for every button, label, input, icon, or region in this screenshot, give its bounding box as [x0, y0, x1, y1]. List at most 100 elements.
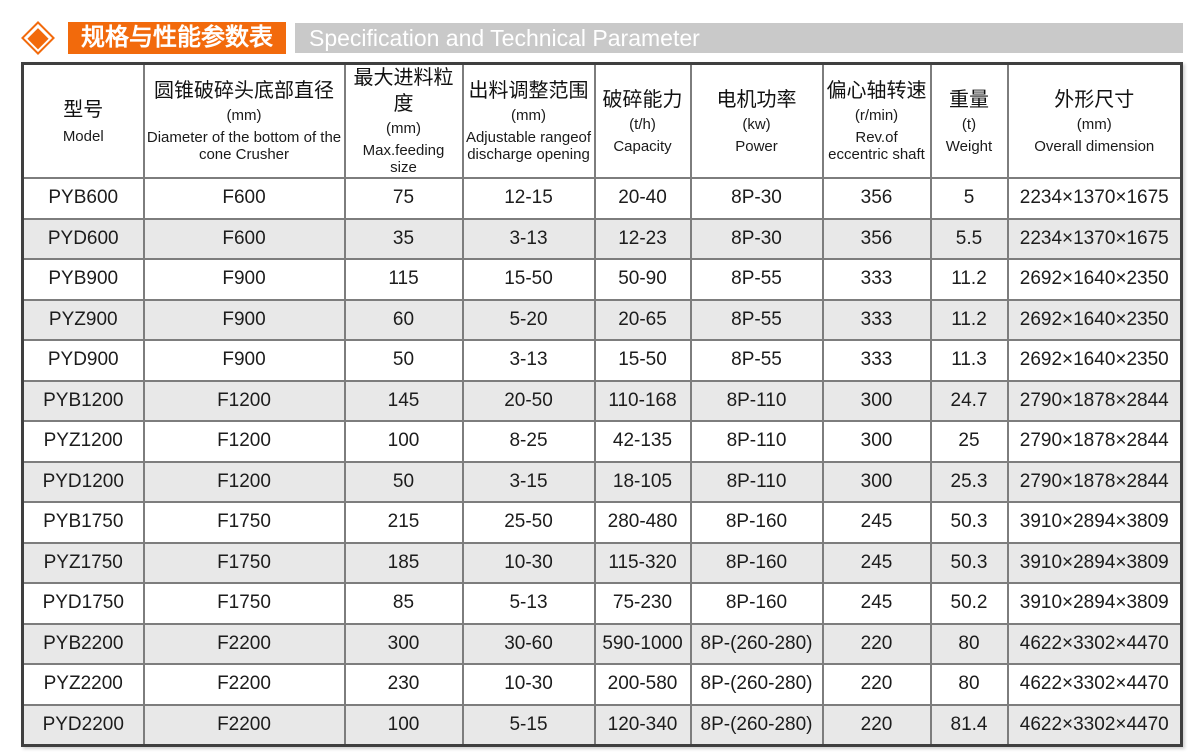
value-cell: 8P-160 [689, 582, 824, 625]
value-cell: 3910×2894×3809 [1006, 501, 1183, 544]
column-header-power: 电机功率 (kw) Power [689, 62, 824, 180]
value-cell: 2790×1878×2844 [1006, 460, 1183, 504]
header-row: 型号 Model 圆锥破碎头底部直径 (mm) Diameter of the bott… [21, 62, 1183, 180]
value-cell: 85 [343, 582, 464, 625]
value-cell: F1200 [142, 379, 346, 423]
column-title-en: Overall dimension [1034, 137, 1155, 155]
model-cell: PYD900 [21, 339, 145, 382]
column-title-zh: 圆锥破碎头底部直径 [154, 80, 334, 102]
value-cell: 5.5 [929, 217, 1009, 261]
table-row: PYB2200 F2200 300 30-60 590-1000 8P-(260-280)… [21, 622, 1183, 666]
value-cell: 2790×1878×2844 [1006, 420, 1183, 463]
value-cell: 8P-55 [689, 339, 824, 382]
value-cell: 2692×1640×2350 [1006, 258, 1183, 301]
value-cell: F2200 [142, 703, 346, 747]
value-cell: 8P-30 [689, 177, 824, 220]
table-row: PYD2200 F2200 100 5-15 120-340 8P-(260-280) 22… [21, 703, 1183, 747]
value-cell: 2790×1878×2844 [1006, 379, 1183, 423]
value-cell: F900 [142, 298, 346, 342]
value-cell: 8P-55 [689, 258, 824, 301]
column-unit: (mm) [386, 120, 421, 137]
column-unit: (mm) [1076, 115, 1112, 133]
value-cell: 10-30 [461, 541, 596, 585]
value-cell: 4622×3302×4470 [1006, 622, 1183, 666]
table-row: PYZ1200 F1200 100 8-25 42-135 8P-110 300 25 2790… [21, 420, 1183, 463]
value-cell: 185 [343, 541, 464, 585]
column-unit: (r/min) [854, 107, 899, 124]
value-cell: 8P-55 [689, 298, 824, 342]
value-cell: F600 [142, 217, 346, 261]
value-cell: 20-50 [461, 379, 596, 423]
value-cell: 12-15 [461, 177, 596, 220]
value-cell: 5 [929, 177, 1009, 220]
value-cell: 3910×2894×3809 [1006, 582, 1183, 625]
value-cell: 110-168 [593, 379, 692, 423]
model-cell: PYD600 [21, 217, 145, 261]
value-cell: 50.3 [929, 501, 1009, 544]
model-cell: PYZ900 [21, 298, 145, 342]
section-header: 规格与性能参数表 Specification and Technical Par… [20, 21, 1183, 55]
model-cell: PYZ1750 [21, 541, 145, 585]
value-cell: 2234×1370×1675 [1006, 177, 1183, 220]
table-row: PYD1200 F1200 50 3-15 18-105 8P-110 300 25.3 279… [21, 460, 1183, 504]
table-row: PYD900 F900 50 3-13 15-50 8P-55 333 11.3 2692×16… [21, 339, 1183, 382]
spec-table-head: 型号 Model 圆锥破碎头底部直径 (mm) Diameter of the bott… [21, 62, 1183, 180]
column-title-en: Diameter of the bottom of the cone Crush… [146, 128, 342, 164]
column-header-model: 型号 Model [21, 62, 145, 180]
column-title-en: Adjustable rangeof discharge opening [465, 128, 592, 164]
value-cell: 215 [343, 501, 464, 544]
value-cell: 300 [821, 460, 932, 504]
model-cell: PYZ1200 [21, 420, 145, 463]
value-cell: 25-50 [461, 501, 596, 544]
column-header-max-feeding-size: 最大进料粒度 (mm) Max.feeding size [343, 62, 464, 180]
value-cell: 3-13 [461, 339, 596, 382]
model-cell: PYB1200 [21, 379, 145, 423]
value-cell: 356 [821, 177, 932, 220]
value-cell: 50 [343, 460, 464, 504]
value-cell: F600 [142, 177, 346, 220]
column-title-zh: 型号 [63, 98, 104, 121]
value-cell: 30-60 [461, 622, 596, 666]
diamond-icon [21, 21, 55, 55]
column-unit: (mm) [226, 107, 262, 124]
model-cell: PYB2200 [21, 622, 145, 666]
value-cell: 10-30 [461, 663, 596, 706]
model-cell: PYZ2200 [21, 663, 145, 706]
value-cell: 333 [821, 298, 932, 342]
value-cell: 300 [821, 379, 932, 423]
value-cell: 356 [821, 217, 932, 261]
value-cell: 50.3 [929, 541, 1009, 585]
value-cell: F1200 [142, 420, 346, 463]
value-cell: 120-340 [593, 703, 692, 747]
value-cell: 20-40 [593, 177, 692, 220]
column-header-adjustable-rangeof-discharge-opening: 出料调整范围 (mm) Adjustable rangeof discharge o… [461, 62, 596, 180]
value-cell: 300 [821, 420, 932, 463]
value-cell: 115 [343, 258, 464, 301]
column-title-en: Power [735, 137, 778, 155]
column-title-zh: 外形尺寸 [1054, 88, 1135, 111]
value-cell: 100 [343, 420, 464, 463]
value-cell: 3-15 [461, 460, 596, 504]
value-cell: 5-13 [461, 582, 596, 625]
value-cell: 100 [343, 703, 464, 747]
table-row: PYD600 F600 35 3-13 12-23 8P-30 356 5.5 2234×137… [21, 217, 1183, 261]
value-cell: 50.2 [929, 582, 1009, 625]
value-cell: 8P-110 [689, 420, 824, 463]
diamond-icon-core [27, 27, 49, 49]
value-cell: 4622×3302×4470 [1006, 703, 1183, 747]
value-cell: 80 [929, 622, 1009, 666]
value-cell: 8-25 [461, 420, 596, 463]
column-header-weight: 重量 (t) Weight [929, 62, 1009, 180]
value-cell: 8P-(260-280) [689, 663, 824, 706]
value-cell: 60 [343, 298, 464, 342]
column-title-zh: 最大进料粒度 [353, 67, 454, 115]
value-cell: 115-320 [593, 541, 692, 585]
value-cell: 333 [821, 339, 932, 382]
model-cell: PYB600 [21, 177, 145, 220]
value-cell: F2200 [142, 663, 346, 706]
table-row: PYB1750 F1750 215 25-50 280-480 8P-160 245 50.3… [21, 501, 1183, 544]
value-cell: 5-15 [461, 703, 596, 747]
value-cell: 200-580 [593, 663, 692, 706]
model-cell: PYD2200 [21, 703, 145, 747]
value-cell: 245 [821, 541, 932, 585]
